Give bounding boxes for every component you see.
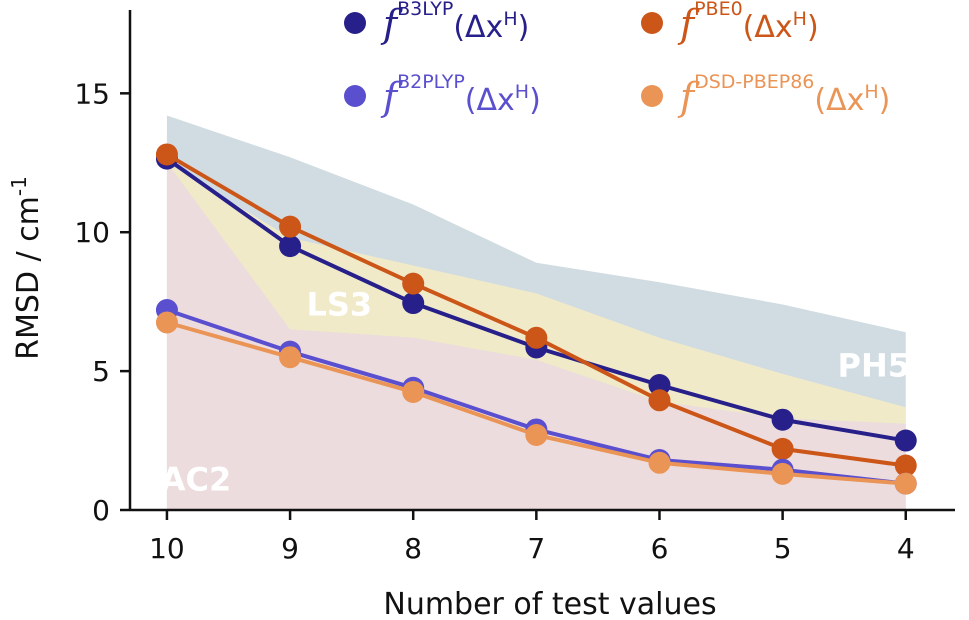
legend-label-part: (Δx (453, 10, 503, 45)
y-axis-label-sup: -1 (7, 176, 31, 196)
y-tick-label: 5 (92, 355, 110, 388)
legend-label-part: (Δx (743, 10, 793, 45)
data-point-b3lyp-8 (402, 292, 425, 315)
legend-label-part: DSD-PBEP86 (694, 71, 814, 93)
x-axis-label: Number of test values (383, 587, 716, 620)
y-ticks: 0 5 10 15 (74, 77, 130, 527)
data-point-dsd-pbep86-7 (525, 424, 548, 446)
legend-label-part: (Δx (465, 83, 515, 118)
legend-label-part: ) (529, 83, 541, 118)
legend-label: fB2PLYP(ΔxH) (380, 71, 541, 119)
legend-item-b3lyp: fB3LYP(ΔxH) (344, 0, 529, 46)
legend-label: fB3LYP(ΔxH) (380, 0, 529, 46)
data-point-dsd-pbep86-9 (279, 346, 302, 369)
region-label-ph5: PH5 (838, 347, 911, 385)
legend-marker (641, 12, 663, 34)
y-axis-label-main: RMSD / cm (11, 196, 46, 360)
region-label-ls3: LS3 (306, 286, 372, 324)
data-point-pbe0-5 (771, 437, 794, 460)
data-point-dsd-pbep86-5 (771, 462, 794, 485)
legend-label-part: B3LYP (397, 0, 453, 20)
x-tick-label: 7 (527, 532, 545, 565)
x-tick-label: 8 (404, 532, 422, 565)
legend-label-part: B2PLYP (397, 71, 465, 93)
data-point-dsd-pbep86-6 (648, 451, 671, 474)
y-tick-label: 15 (74, 77, 110, 110)
legend-label: fDSD-PBEP86(ΔxH) (677, 71, 890, 119)
axes: 10 9 8 7 6 5 4 0 5 10 15 (74, 10, 955, 565)
data-point-b3lyp-6 (648, 374, 671, 396)
legend-label-part: (Δx (814, 83, 864, 118)
y-tick-label: 0 (92, 494, 110, 527)
data-point-pbe0-8 (402, 272, 425, 295)
legend-label: fPBE0(ΔxH) (677, 0, 819, 46)
x-tick-label: 6 (651, 532, 669, 565)
legend-item-dsd-pbep86: fDSD-PBEP86(ΔxH) (641, 71, 890, 119)
region-label-ac2: AC2 (161, 461, 232, 499)
data-point-pbe0-10 (155, 143, 178, 166)
legend-label-part: H (793, 8, 807, 30)
data-point-dsd-pbep86-10 (155, 311, 178, 334)
legend-label-part: ) (879, 83, 891, 118)
legend-marker (344, 85, 366, 107)
data-point-pbe0-6 (648, 389, 671, 412)
x-tick-label: 10 (149, 532, 185, 565)
series-lines (155, 143, 917, 495)
data-point-b3lyp-5 (771, 408, 794, 431)
data-point-pbe0-7 (525, 326, 548, 349)
data-point-dsd-pbep86-4 (894, 472, 917, 495)
region-labels: PH5 LS3 AC2 (161, 286, 910, 499)
data-point-pbe0-9 (279, 215, 302, 238)
y-axis-label: RMSD / cm-1 (7, 176, 46, 360)
legend: fB3LYP(ΔxH) fPBE0(ΔxH) fB2PLYP(ΔxH) fDSD-PB… (344, 0, 890, 119)
x-ticks: 10 9 8 7 6 5 4 (149, 510, 915, 565)
legend-label-part: PBE0 (694, 0, 743, 20)
data-point-pbe0-4 (894, 454, 917, 477)
y-tick-label: 10 (74, 216, 110, 249)
x-tick-label: 4 (897, 532, 915, 565)
legend-item-b2plyp: fB2PLYP(ΔxH) (344, 71, 541, 119)
legend-label-part: ) (518, 10, 530, 45)
x-tick-label: 5 (774, 532, 792, 565)
legend-marker (344, 12, 366, 34)
x-tick-label: 9 (281, 532, 299, 565)
region-ls3 (166, 162, 906, 424)
legend-label-part: ) (807, 10, 819, 45)
data-point-b3lyp-9 (279, 235, 302, 258)
data-point-b3lyp-4 (894, 429, 917, 452)
legend-label-part: H (515, 81, 529, 103)
legend-item-pbe0: fPBE0(ΔxH) (641, 0, 819, 46)
legend-label-part: H (503, 8, 517, 30)
legend-marker (641, 85, 663, 107)
data-point-dsd-pbep86-8 (402, 380, 425, 403)
legend-label-part: H (864, 81, 878, 103)
